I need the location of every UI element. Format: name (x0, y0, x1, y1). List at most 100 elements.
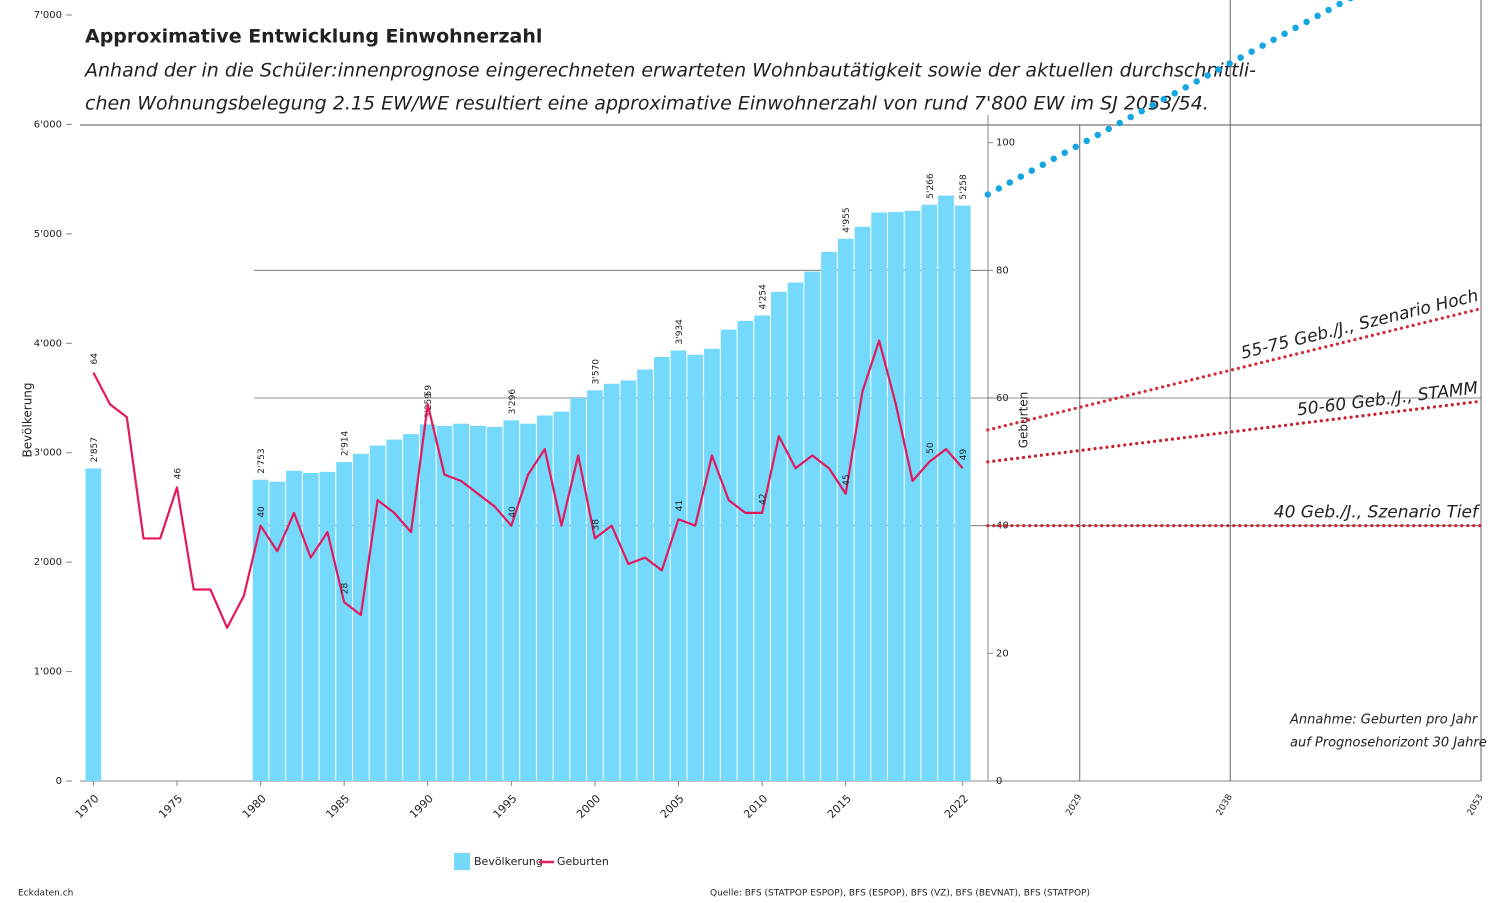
x-tick-label: 1975 (156, 792, 185, 821)
bar (369, 445, 386, 781)
x-tick-label: 1970 (73, 792, 102, 821)
bar (770, 291, 787, 781)
line-value-label: 50 (926, 442, 936, 454)
line-value-label: 40 (508, 506, 518, 518)
bar (419, 424, 436, 781)
legend-label: Bevölkerung (474, 855, 543, 868)
projection-x-tick-label: 2029 (1064, 793, 1084, 818)
projection-x-tick-label: 2038 (1215, 793, 1235, 818)
scenario-label: 55-75 Geb./J., Szenario Hoch (1239, 286, 1481, 364)
x-tick-label: 1980 (240, 792, 269, 821)
bar (603, 383, 620, 781)
footer-left: Eckdaten.ch (18, 889, 73, 899)
y-tick-label: 6'000 (34, 119, 62, 130)
bar (737, 320, 754, 781)
line-value-label: 28 (341, 583, 351, 595)
x-tick-label: 2000 (574, 792, 603, 821)
bar (520, 423, 536, 781)
projection-note: Annahme: Geburten pro Jahr (1289, 713, 1479, 728)
y2-tick-label: 20 (996, 648, 1009, 659)
x-tick-label: 1990 (407, 792, 436, 821)
line-value-label: 64 (90, 353, 100, 365)
bar (637, 369, 653, 781)
y2-tick-label: 60 (996, 393, 1009, 404)
y2-tick-label: 100 (996, 138, 1015, 149)
bar (486, 426, 503, 781)
line-value-label: 40 (257, 506, 267, 518)
y-tick-label: 2'000 (34, 557, 62, 568)
bar-value-label: 3'296 (508, 389, 518, 415)
bar (704, 348, 720, 781)
bar (252, 479, 269, 781)
bar (854, 226, 871, 782)
bar (887, 211, 904, 781)
line-value-label: 46 (173, 468, 183, 480)
line-value-label: 45 (842, 474, 852, 485)
bar (286, 470, 302, 781)
x-tick-label: 1985 (323, 792, 352, 821)
bar (620, 380, 637, 781)
bar (269, 481, 286, 781)
bar (954, 205, 971, 781)
bar (670, 350, 687, 781)
y-axis-label: Bevölkerung (21, 382, 35, 457)
bar-value-label: 5'266 (926, 173, 936, 199)
line-value-label: 42 (759, 493, 769, 504)
scenario-line (986, 399, 1483, 464)
bar-value-label: 2'857 (90, 437, 100, 462)
bar (821, 251, 837, 782)
y-tick-label: 7'000 (34, 10, 62, 21)
x-tick-label: 1995 (491, 792, 520, 821)
bar-value-label: 3'934 (675, 319, 685, 345)
line-value-label: 38 (591, 519, 601, 531)
bar-value-label: 5'258 (959, 174, 969, 200)
chart-subtitle: chen Wohnungsbelegung 2.15 EW/WE resulti… (85, 93, 1209, 115)
y-tick-label: 0 (56, 776, 62, 787)
bar-value-label: 2'914 (341, 430, 351, 456)
line-value-label: 59 (424, 385, 434, 397)
bar (837, 238, 854, 781)
bar-value-label: 4'254 (759, 284, 769, 310)
y-tick-label: 1'000 (34, 667, 62, 678)
bar (553, 411, 570, 781)
bar (754, 315, 770, 781)
bar (687, 354, 704, 781)
bar (536, 415, 553, 781)
bar (319, 471, 336, 781)
chart-subtitle: Anhand der in die Schüler:innenprognose … (83, 60, 1256, 82)
legend-label: Geburten (557, 855, 609, 868)
bar (938, 195, 954, 782)
y2-tick-label: 40 (996, 521, 1009, 532)
x-tick-label: 2022 (942, 792, 971, 821)
line-value-label: 49 (959, 448, 969, 460)
bar (720, 329, 737, 781)
y-tick-label: 3'000 (34, 448, 62, 459)
bar (436, 425, 453, 781)
y2-tick-label: 0 (996, 776, 1002, 787)
y-tick-label: 5'000 (34, 229, 62, 240)
bar (453, 423, 470, 781)
bar (587, 390, 603, 781)
y-tick-label: 4'000 (34, 338, 62, 349)
bar (503, 420, 520, 781)
bar (85, 468, 102, 781)
line-value-label: 41 (675, 500, 685, 511)
line (92, 339, 964, 629)
bar-value-label: 2'753 (257, 448, 267, 473)
bar (302, 472, 319, 781)
bar (921, 204, 938, 781)
bar (386, 439, 403, 781)
x-tick-label: 2010 (741, 792, 770, 821)
scenario-line (986, 307, 1483, 432)
bar (570, 398, 587, 781)
bar (353, 453, 369, 781)
footer-source: Quelle: BFS (STATPOP ESPOP), BFS (ESPOP)… (710, 889, 1090, 899)
y2-tick-label: 80 (996, 265, 1009, 276)
bar (787, 282, 804, 781)
bar-value-label: 3'570 (591, 359, 601, 385)
bar-value-label: 4'955 (842, 207, 852, 232)
bar-value-label: 3'259 (424, 393, 434, 419)
x-tick-label: 2015 (825, 792, 854, 821)
